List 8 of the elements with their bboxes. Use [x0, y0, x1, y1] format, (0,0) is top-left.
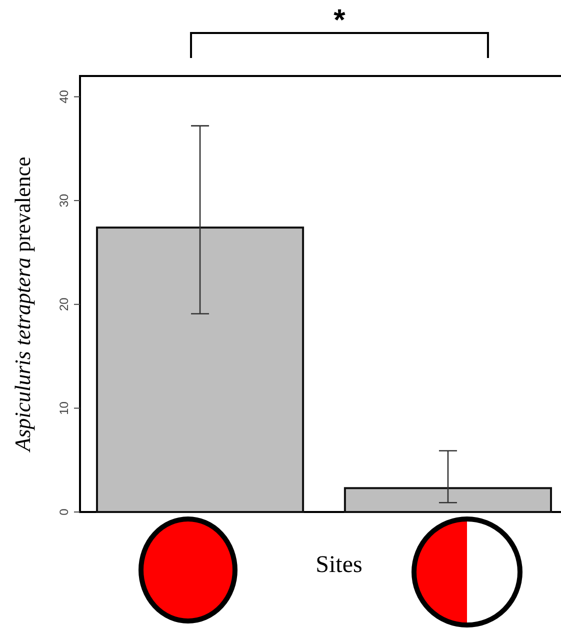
- y-tick-label: 40: [56, 90, 71, 104]
- y-tick-label: 0: [56, 508, 71, 516]
- y-tick-label: 20: [56, 297, 71, 312]
- x-axis-title: Sites: [316, 552, 362, 578]
- y-tick-label: 30: [56, 194, 71, 208]
- y-axis-title: Aspiculuris tetraptera prevalence: [10, 156, 35, 454]
- y-tick-label: 10: [56, 401, 71, 415]
- text: *: [334, 4, 346, 37]
